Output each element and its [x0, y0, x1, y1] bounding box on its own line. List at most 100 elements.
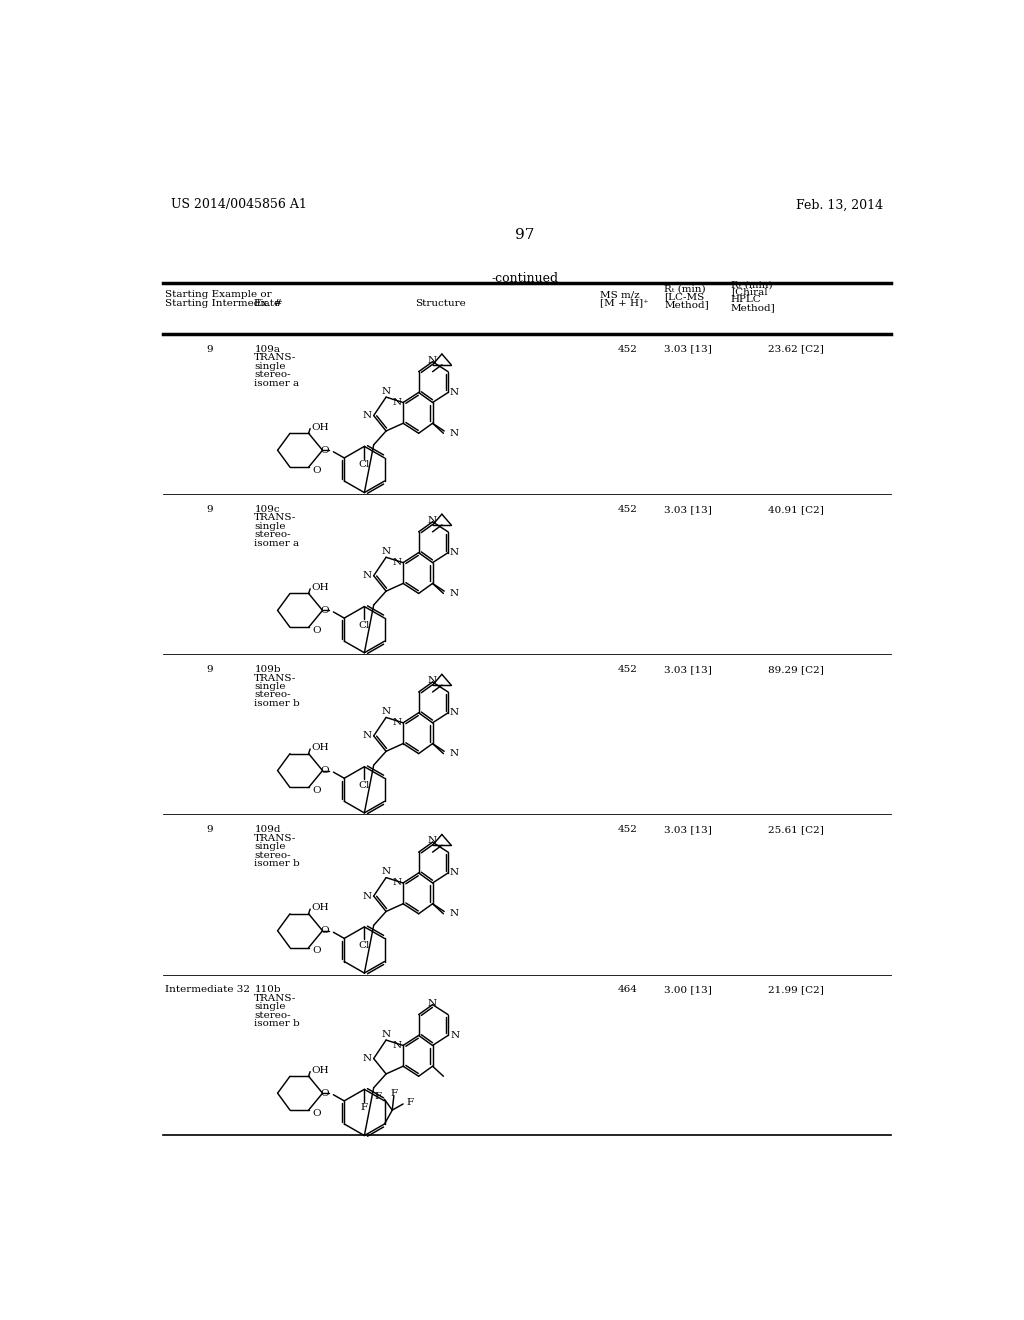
Text: N: N [382, 867, 390, 876]
Text: 40.91 [C2]: 40.91 [C2] [768, 506, 824, 513]
Text: TRANS-: TRANS- [254, 513, 297, 523]
Text: single: single [254, 1002, 286, 1011]
Text: O: O [312, 1109, 322, 1118]
Text: N: N [382, 546, 390, 556]
Text: N: N [428, 355, 437, 364]
Text: 452: 452 [617, 506, 638, 513]
Text: N: N [362, 891, 372, 900]
Text: O: O [321, 606, 329, 615]
Text: 9: 9 [206, 825, 213, 834]
Text: 3.03 [13]: 3.03 [13] [664, 825, 712, 834]
Text: O: O [312, 626, 322, 635]
Text: N: N [392, 718, 401, 727]
Text: OH: OH [311, 903, 330, 912]
Text: MS m/z: MS m/z [600, 290, 640, 300]
Text: 3.03 [13]: 3.03 [13] [664, 506, 712, 513]
Text: N: N [382, 708, 390, 715]
Text: O: O [321, 766, 329, 775]
Text: O: O [321, 927, 329, 935]
Text: isomer b: isomer b [254, 700, 300, 708]
Text: O: O [321, 1089, 329, 1098]
Text: 109a: 109a [254, 345, 281, 354]
Text: N: N [450, 709, 459, 717]
Text: N: N [392, 399, 401, 407]
Text: Starting Example or: Starting Example or [165, 290, 271, 300]
Text: 452: 452 [617, 665, 638, 675]
Text: Rₜ (min): Rₜ (min) [665, 285, 706, 293]
Text: O: O [312, 946, 322, 956]
Text: N: N [392, 879, 401, 887]
Text: 89.29 [C2]: 89.29 [C2] [768, 665, 824, 675]
Text: OH: OH [311, 1065, 330, 1074]
Text: isomer b: isomer b [254, 859, 300, 869]
Text: stereo-: stereo- [254, 690, 291, 700]
Text: N: N [382, 1030, 390, 1039]
Text: Rₜ (min): Rₜ (min) [731, 280, 772, 289]
Text: single: single [254, 842, 286, 851]
Text: F: F [375, 1092, 381, 1101]
Text: [LC-MS: [LC-MS [665, 293, 705, 301]
Text: N: N [450, 909, 459, 919]
Text: [M + H]⁺: [M + H]⁺ [600, 298, 648, 308]
Text: single: single [254, 682, 286, 690]
Text: N: N [382, 387, 390, 396]
Text: Ex. #: Ex. # [254, 298, 283, 308]
Text: F: F [390, 1089, 397, 1098]
Text: -continued: -continued [492, 272, 558, 285]
Text: 464: 464 [617, 985, 638, 994]
Text: 452: 452 [617, 345, 638, 354]
Text: N: N [450, 750, 459, 758]
Text: Structure: Structure [415, 298, 466, 308]
Text: 109c: 109c [254, 506, 280, 513]
Text: 109d: 109d [254, 825, 281, 834]
Text: N: N [451, 1031, 460, 1040]
Text: F: F [407, 1098, 414, 1107]
Text: 23.62 [C2]: 23.62 [C2] [768, 345, 824, 354]
Text: Cl: Cl [358, 780, 370, 789]
Text: N: N [450, 548, 459, 557]
Text: isomer a: isomer a [254, 379, 299, 388]
Text: N: N [450, 429, 459, 438]
Text: 25.61 [C2]: 25.61 [C2] [768, 825, 824, 834]
Text: OH: OH [311, 422, 330, 432]
Text: Cl: Cl [358, 461, 370, 470]
Text: single: single [254, 362, 286, 371]
Text: N: N [392, 1041, 401, 1049]
Text: 3.00 [13]: 3.00 [13] [664, 985, 712, 994]
Text: N: N [428, 676, 437, 685]
Text: 97: 97 [515, 227, 535, 242]
Text: Intermediate 32: Intermediate 32 [165, 985, 250, 994]
Text: N: N [428, 999, 437, 1007]
Text: HPLC: HPLC [731, 296, 762, 305]
Text: stereo-: stereo- [254, 531, 291, 540]
Text: Feb. 13, 2014: Feb. 13, 2014 [797, 198, 884, 211]
Text: 3.03 [13]: 3.03 [13] [664, 665, 712, 675]
Text: 3.03 [13]: 3.03 [13] [664, 345, 712, 354]
Text: Cl: Cl [358, 941, 370, 950]
Text: TRANS-: TRANS- [254, 673, 297, 682]
Text: O: O [312, 466, 322, 475]
Text: N: N [450, 869, 459, 878]
Text: OH: OH [311, 743, 330, 752]
Text: 110b: 110b [254, 985, 281, 994]
Text: N: N [362, 1055, 372, 1063]
Text: US 2014/0045856 A1: US 2014/0045856 A1 [171, 198, 306, 211]
Text: N: N [392, 558, 401, 568]
Text: stereo-: stereo- [254, 370, 291, 379]
Text: [Chiral: [Chiral [731, 288, 768, 297]
Text: OH: OH [311, 583, 330, 591]
Text: N: N [362, 572, 372, 581]
Text: TRANS-: TRANS- [254, 834, 297, 842]
Text: TRANS-: TRANS- [254, 994, 297, 1003]
Text: 21.99 [C2]: 21.99 [C2] [768, 985, 824, 994]
Text: stereo-: stereo- [254, 1011, 291, 1020]
Text: Method]: Method] [665, 300, 709, 309]
Text: 9: 9 [206, 506, 213, 513]
Text: N: N [362, 411, 372, 420]
Text: N: N [428, 836, 437, 845]
Text: isomer b: isomer b [254, 1019, 300, 1028]
Text: Method]: Method] [731, 304, 776, 312]
Text: isomer a: isomer a [254, 539, 299, 548]
Text: Cl: Cl [358, 620, 370, 630]
Text: TRANS-: TRANS- [254, 354, 297, 362]
